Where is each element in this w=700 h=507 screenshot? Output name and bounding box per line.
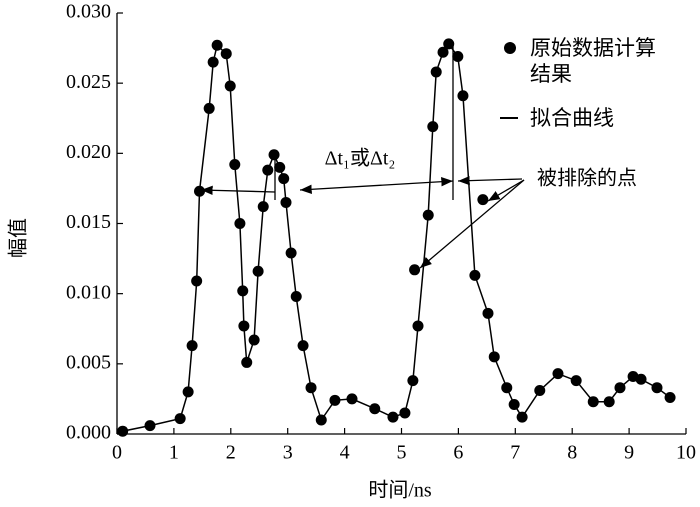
y-tick-label: 0.000 <box>66 422 111 444</box>
arrow <box>419 179 525 269</box>
annotation: 被排除的点 <box>537 167 637 190</box>
x-tick-label: 2 <box>226 442 236 464</box>
x-tick-label: 4 <box>340 442 350 464</box>
x-tick-label: 6 <box>453 442 463 464</box>
data-point <box>477 194 489 206</box>
x-tick-label: 1 <box>169 442 179 464</box>
arrow <box>200 185 276 195</box>
arrow <box>457 175 523 186</box>
annotation-arrows <box>200 42 525 269</box>
y-tick-label: 0.010 <box>66 281 111 303</box>
annotation: Δt₁或Δt₂ <box>325 147 396 170</box>
y-tick-label: 0.030 <box>66 1 111 23</box>
plot-area: 0 1 2 3 4 5 6 7 8 9 10 0.000 0.005 0.010 0.015 0.020 0.0… <box>66 1 696 464</box>
data-point <box>117 425 129 437</box>
arrow <box>299 177 454 194</box>
x-tick-label: 5 <box>397 442 407 464</box>
fit-line <box>122 42 671 432</box>
x-tick-label: 7 <box>510 442 520 464</box>
y-tick-label: 0.015 <box>66 211 111 233</box>
x-tick-label: 8 <box>567 442 577 464</box>
x-tick-label: 10 <box>676 442 696 464</box>
data-point <box>409 264 421 276</box>
legend-label: 原始数据计算结果 <box>530 36 656 86</box>
legend-label: 拟合曲线 <box>530 106 614 130</box>
arrow <box>487 179 525 202</box>
x-tick-label: 9 <box>624 442 634 464</box>
y-tick-label: 0.005 <box>66 351 111 373</box>
legend-marker <box>504 42 516 54</box>
y-tick-label: 0.020 <box>66 141 111 163</box>
y-tick-label: 0.025 <box>66 71 111 93</box>
x-axis-label: 时间/ns <box>368 479 432 502</box>
y-axis-label: 幅值 <box>7 218 30 258</box>
x-tick-label: 0 <box>112 442 122 464</box>
x-tick-label: 3 <box>283 442 293 464</box>
